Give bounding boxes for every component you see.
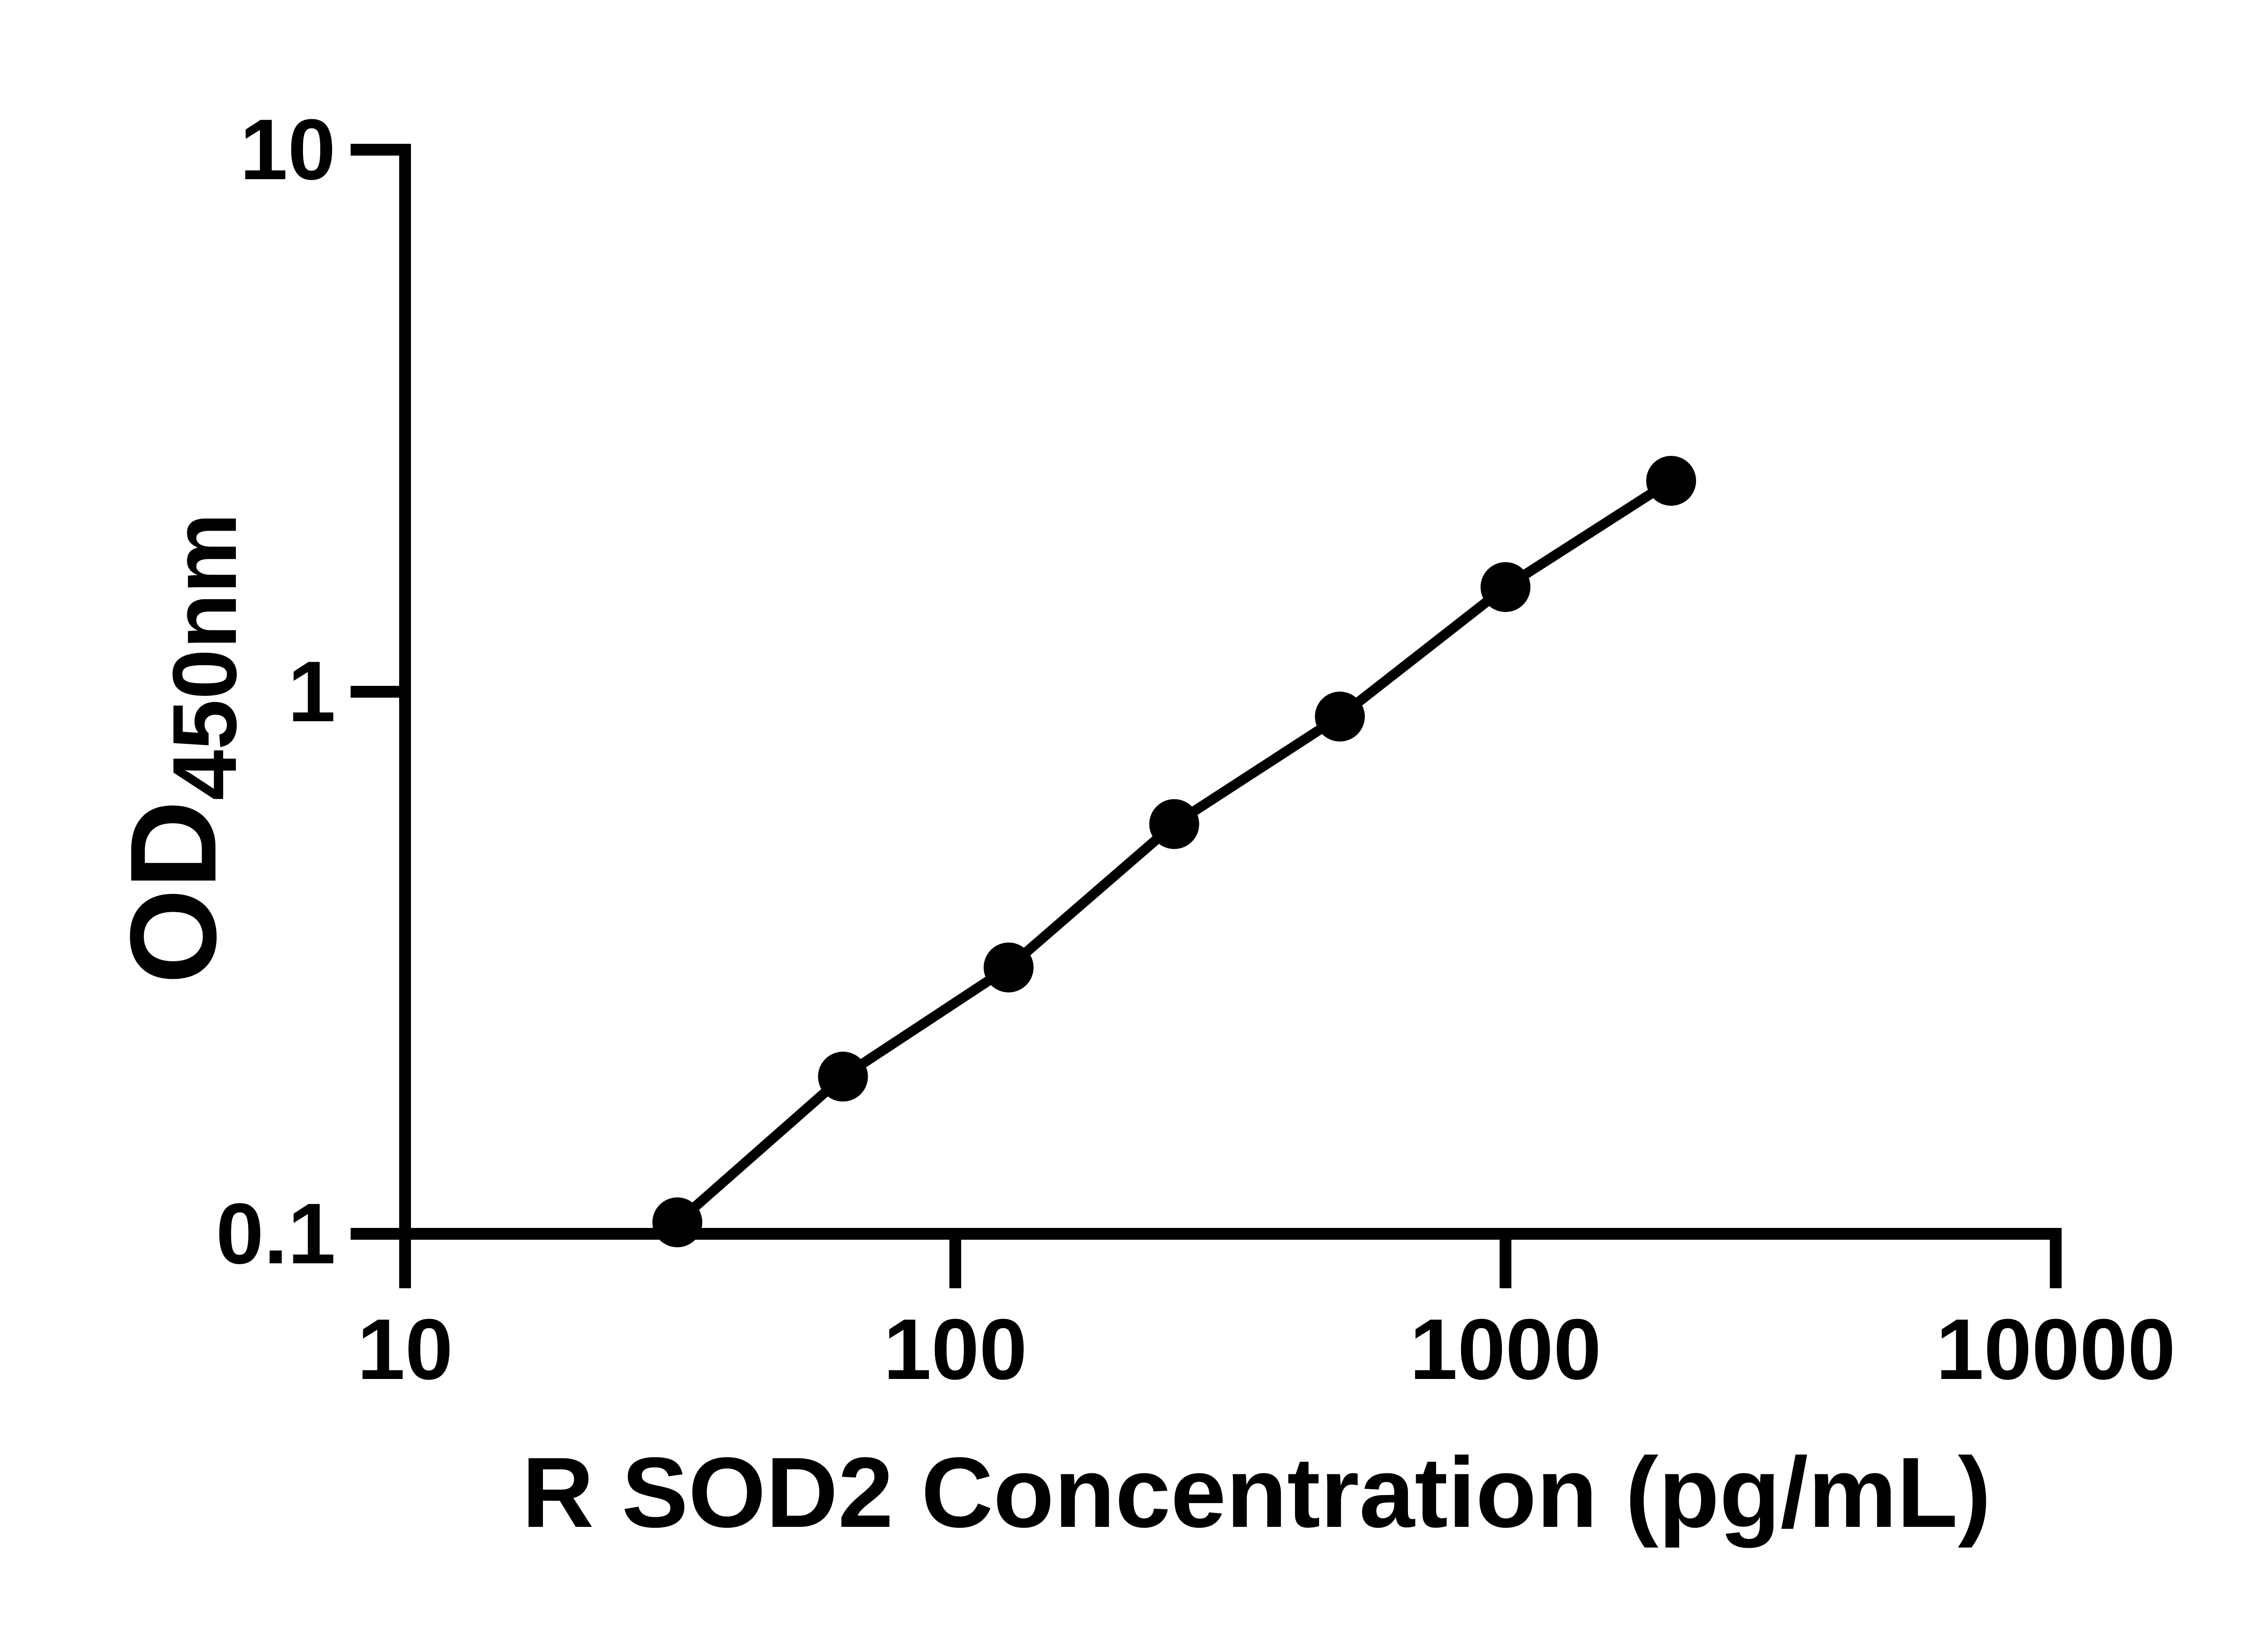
y-axis-title: OD450nm <box>105 513 255 984</box>
data-point <box>1646 455 1696 506</box>
y-tick-label: 1 <box>288 644 336 740</box>
x-axis-title: R SOD2 Concentration (pg/mL) <box>522 1437 1991 1548</box>
data-point <box>983 942 1034 993</box>
x-tick-label: 10 <box>357 1301 453 1398</box>
data-point <box>1315 691 1365 742</box>
data-point <box>1481 562 1530 612</box>
y-axis-title-main: OD <box>105 800 242 984</box>
x-tick-label: 10000 <box>1936 1301 2176 1398</box>
y-tick-label: 0.1 <box>215 1186 336 1282</box>
data-point <box>818 1051 868 1102</box>
data-point <box>652 1197 703 1247</box>
x-tick-label: 100 <box>883 1301 1027 1398</box>
x-tick-label: 1000 <box>1409 1301 1602 1398</box>
y-axis-title-sub: 450nm <box>154 513 255 801</box>
y-tick-label: 10 <box>240 102 336 198</box>
data-point <box>1149 799 1199 849</box>
